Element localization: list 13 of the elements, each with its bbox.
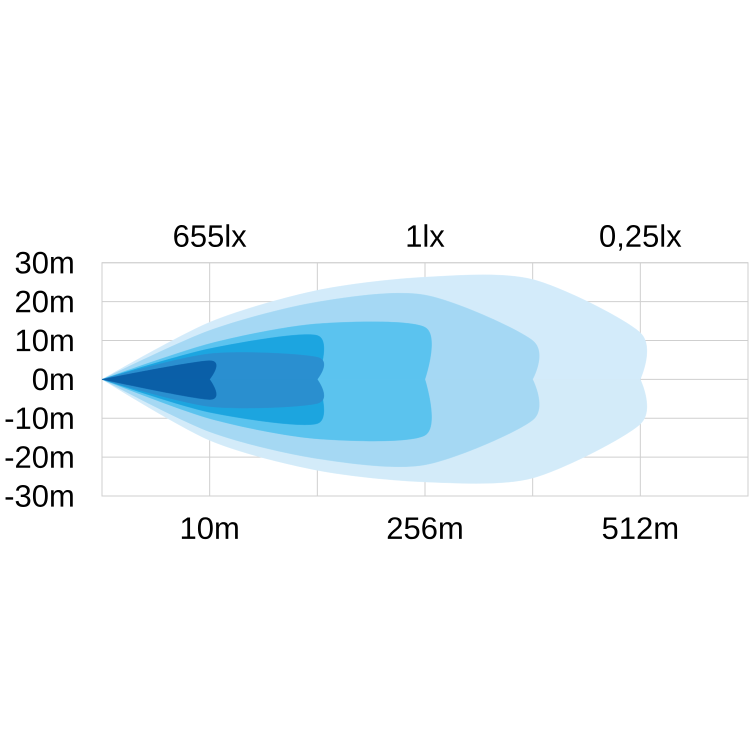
text: 1lx <box>408 224 444 247</box>
x-tick-label: 10m <box>182 517 238 540</box>
y-tick-label: 30m <box>16 252 73 274</box>
y-tick-label: 20m <box>16 290 73 313</box>
y-tick-label: -10m <box>6 407 73 430</box>
y-tick-label: -30m <box>6 485 73 507</box>
y-tick-label: 0m <box>32 368 73 390</box>
y-tick-label: 10m <box>16 329 73 352</box>
text: 655lx <box>174 224 246 247</box>
text: 0,25lx <box>600 224 682 251</box>
y-tick-label: -20m <box>6 446 73 468</box>
x-tick-label: 512m <box>602 517 678 540</box>
x-tick-label: 256m <box>388 517 462 540</box>
